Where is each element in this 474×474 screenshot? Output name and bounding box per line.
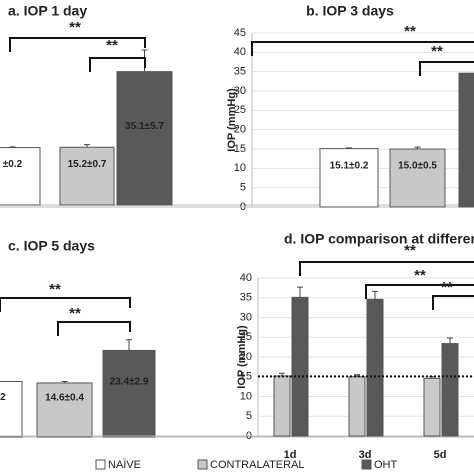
error-bar xyxy=(9,146,16,148)
x-tick-label: 1d xyxy=(284,449,297,461)
y-tick-label: 30 xyxy=(240,311,252,323)
chart-title: b. IOP 3 days xyxy=(306,3,394,19)
y-tick-label: 10 xyxy=(234,162,246,174)
significance-bracket xyxy=(57,321,131,336)
significance-label: ** xyxy=(404,23,416,40)
bar xyxy=(291,296,309,437)
significance-label: ** xyxy=(69,19,81,36)
chart-title: c. IOP 5 days xyxy=(8,238,95,254)
error-bar xyxy=(346,147,352,149)
significance-bracket xyxy=(299,261,474,276)
significance-label: ** xyxy=(69,305,81,322)
legend-swatch xyxy=(95,459,106,470)
error-bar xyxy=(61,381,68,383)
value-label: 14.6±0.4 xyxy=(45,393,84,404)
y-tick-label: 5 xyxy=(246,410,252,422)
legend-swatch xyxy=(361,459,372,470)
significance-label: ** xyxy=(414,267,426,284)
significance-bracket xyxy=(419,61,474,76)
legend-label: NAÏVE xyxy=(108,459,141,471)
y-axis-label: IOP (mmHg) xyxy=(236,325,248,389)
bar xyxy=(458,72,474,208)
value-label: 35.1±5.7 xyxy=(125,121,164,132)
significance-label: ** xyxy=(404,242,416,259)
y-tick-label: 25 xyxy=(234,104,246,116)
significance-bracket xyxy=(432,295,474,310)
x-tick-label: 5d xyxy=(434,449,447,461)
bar xyxy=(423,377,441,437)
chart-title: a. IOP 1 day xyxy=(8,3,87,19)
error-bar xyxy=(126,339,132,351)
error-bar xyxy=(297,286,303,298)
significance-bracket xyxy=(251,41,474,56)
significance-label: ** xyxy=(49,281,61,298)
y-tick-label: 35 xyxy=(234,66,246,78)
y-tick-label: 15 xyxy=(234,143,246,155)
bar xyxy=(116,71,173,206)
value-label: 15.2±0.7 xyxy=(68,159,107,170)
significance-bracket xyxy=(89,57,146,72)
bar xyxy=(36,382,93,438)
legend-swatch xyxy=(197,459,208,470)
y-tick-label: 20 xyxy=(240,351,252,363)
error-bar xyxy=(84,144,90,148)
bar xyxy=(0,147,41,206)
y-tick-label: 30 xyxy=(234,85,246,97)
legend-label: OHT xyxy=(374,459,398,471)
y-tick-label: 35 xyxy=(240,292,252,304)
bar xyxy=(366,298,384,437)
value-label: 23.4±2.9 xyxy=(110,376,149,387)
error-bar xyxy=(354,374,360,377)
chart-title: d. IOP comparison at different tim xyxy=(284,231,474,247)
x-tick-label: 3d xyxy=(359,449,372,461)
significance-bracket xyxy=(365,284,474,299)
y-tick-label: 45 xyxy=(234,27,246,39)
value-label: ±0.2 xyxy=(3,159,23,170)
bar xyxy=(102,349,156,438)
error-bar xyxy=(414,146,421,149)
y-axis-label: IOP (mmHg) xyxy=(226,88,238,152)
y-tick-label: 10 xyxy=(240,390,252,402)
value-label: 15.1±0.2 xyxy=(330,160,369,171)
bar xyxy=(273,375,291,437)
significance-bracket xyxy=(0,297,131,312)
significance-label: ** xyxy=(441,279,453,296)
y-tick-label: 20 xyxy=(234,124,246,136)
bar xyxy=(441,343,459,437)
y-tick-label: 5 xyxy=(240,182,246,194)
value-label: 15.0±0.5 xyxy=(398,161,437,172)
error-bar xyxy=(447,337,453,344)
bar xyxy=(59,146,115,206)
y-tick-label: 15 xyxy=(240,371,252,383)
y-tick-label: 40 xyxy=(240,272,252,284)
y-tick-label: 25 xyxy=(240,331,252,343)
significance-label: ** xyxy=(431,43,443,60)
bar xyxy=(319,148,379,208)
error-bar xyxy=(372,290,378,300)
legend-label: CONTRALATERAL xyxy=(210,459,305,471)
y-tick-label: 40 xyxy=(234,46,246,58)
value-label: ±0.2 xyxy=(0,392,6,403)
bar xyxy=(389,148,446,208)
significance-bracket xyxy=(9,37,146,52)
significance-label: ** xyxy=(106,37,118,54)
bar xyxy=(0,381,23,438)
bar xyxy=(348,376,366,437)
